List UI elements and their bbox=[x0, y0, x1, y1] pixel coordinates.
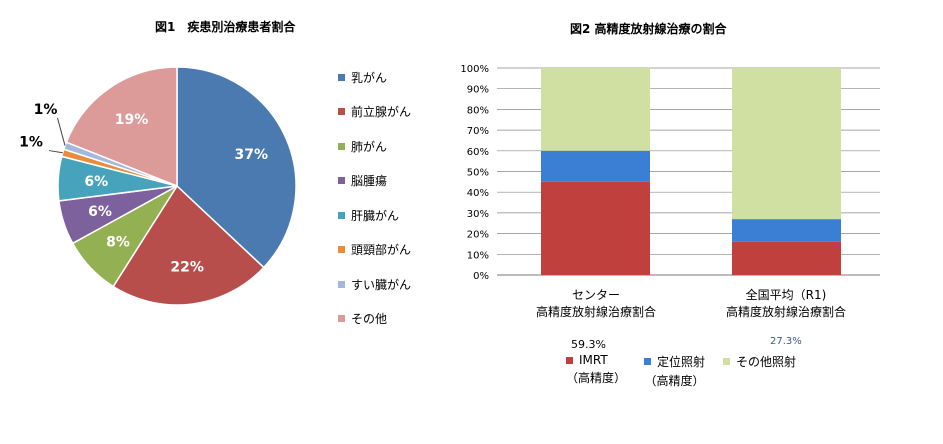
y-tick-label: 90% bbox=[467, 85, 489, 96]
y-tick-label: 10% bbox=[467, 250, 489, 261]
pie-legend: 乳がん前立腺がん肺がん脳腫瘍肝臓がん頭頸部がんすい臓がんその他 bbox=[338, 60, 411, 336]
category-label-center: センター 高精度放射線治療割合 bbox=[535, 288, 656, 319]
legend-swatch bbox=[338, 315, 345, 323]
pie-slice-7 bbox=[65, 66, 178, 188]
bar-segment-0 bbox=[541, 181, 650, 275]
leader-line bbox=[57, 117, 66, 146]
pie-data-label: 37% bbox=[235, 147, 269, 163]
pie-data-label: 6% bbox=[88, 204, 112, 220]
bar-segment-1 bbox=[732, 219, 841, 242]
legend-swatch bbox=[566, 356, 573, 364]
legend-item: 脳腫瘍 bbox=[338, 164, 411, 199]
legend-label: 脳腫瘍 bbox=[351, 174, 388, 189]
legend-swatch bbox=[723, 358, 731, 365]
legend-label: その他照射 bbox=[736, 355, 797, 369]
pie-slice-0 bbox=[176, 66, 297, 269]
y-tick-label: 50% bbox=[467, 168, 489, 179]
bar-segment-2 bbox=[541, 68, 650, 151]
legend-label: 定位照射 bbox=[657, 355, 706, 369]
legend-item: すい臓がん bbox=[338, 267, 411, 302]
category-label-national: 全国平均（R1) 高精度放射線治療割合 bbox=[725, 288, 846, 319]
y-tick-label: 0% bbox=[473, 271, 489, 282]
legend-swatch bbox=[644, 358, 652, 365]
legend-label: 肝臓がん bbox=[351, 208, 400, 223]
legend-item: 定位照射 （高精度） bbox=[644, 353, 705, 389]
pie-chart: 37% 22% 8% 6% 6% 1% 1% 19% bbox=[19, 66, 297, 306]
legend-swatch bbox=[338, 73, 345, 81]
legend-item: その他照射 bbox=[723, 353, 796, 389]
y-tick-label: 40% bbox=[467, 188, 489, 199]
bar-chart: 0% 10% 20% 30% 40% 50% 60% 70% 80% 90% 100% bbox=[460, 64, 880, 282]
legend-item: 肝臓がん bbox=[338, 198, 411, 233]
legend-item: 前立腺がん bbox=[338, 95, 411, 130]
pie-data-label: 6% bbox=[84, 174, 108, 190]
y-tick-label: 30% bbox=[467, 209, 489, 220]
bar-title: 図2 高精度放射線治療の割合 bbox=[570, 22, 727, 36]
pie-slice-1 bbox=[112, 184, 265, 306]
legend-label: 肺がん bbox=[351, 139, 388, 154]
y-tick-label: 60% bbox=[467, 147, 489, 158]
annotation-national: 27.3% bbox=[770, 336, 802, 347]
legend-item: 乳がん bbox=[338, 60, 411, 95]
legend-swatch bbox=[338, 177, 345, 185]
legend-item: 頭頸部がん bbox=[338, 233, 411, 268]
legend-swatch bbox=[338, 211, 345, 219]
legend-swatch bbox=[338, 108, 345, 116]
legend-label: その他 bbox=[351, 312, 388, 327]
y-tick-label: 20% bbox=[467, 230, 489, 241]
pie-data-label: 1% bbox=[34, 102, 58, 118]
pie-data-label: 8% bbox=[106, 234, 130, 250]
legend-item: 肺がん bbox=[338, 129, 411, 164]
legend-swatch bbox=[338, 280, 345, 288]
legend-label: 前立腺がん bbox=[351, 105, 412, 120]
y-tick-label: 70% bbox=[467, 126, 489, 137]
legend-sublabel: （高精度） bbox=[644, 374, 705, 388]
bar-segment-0 bbox=[732, 241, 841, 275]
annotation-center: 59.3% bbox=[571, 338, 606, 351]
legend-label: 頭頸部がん bbox=[351, 243, 412, 258]
bar-segment-2 bbox=[732, 68, 841, 220]
legend-label: 乳がん bbox=[351, 70, 388, 85]
pie-data-label: 19% bbox=[115, 112, 149, 128]
legend-swatch bbox=[338, 142, 345, 150]
legend-item: IMRT （高精度） bbox=[566, 353, 626, 389]
leader-line bbox=[48, 150, 63, 154]
bar-legend: IMRT （高精度） 定位照射 （高精度） その他照射 bbox=[566, 353, 796, 389]
legend-sublabel: （高精度） bbox=[566, 371, 627, 385]
y-tick-label: 100% bbox=[460, 64, 489, 75]
legend-item: その他 bbox=[338, 302, 411, 337]
legend-swatch bbox=[338, 246, 345, 254]
bar-segment-1 bbox=[541, 150, 650, 182]
pie-data-label: 1% bbox=[19, 135, 43, 151]
legend-label: すい臓がん bbox=[351, 277, 412, 292]
y-tick-label: 80% bbox=[467, 105, 489, 116]
pie-data-label: 22% bbox=[170, 259, 204, 275]
pie-title: 図1 疾患別治療患者割合 bbox=[155, 20, 296, 34]
legend-label: IMRT bbox=[579, 353, 608, 367]
